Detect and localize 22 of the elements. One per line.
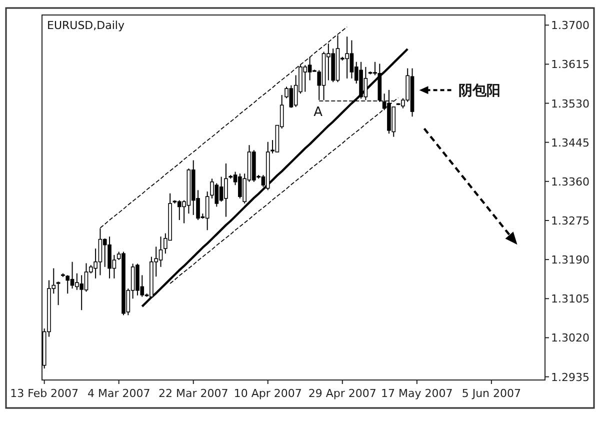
y-tick-label: 1.3700 — [551, 19, 590, 32]
x-tick-label: 13 Feb 2007 — [10, 387, 79, 400]
y-tick-label: 1.2935 — [551, 370, 590, 384]
x-tick-label: 10 Apr 2007 — [234, 387, 302, 400]
x-tick-label: 4 Mar 2007 — [87, 387, 150, 400]
y-tick-label: 1.3105 — [551, 292, 590, 306]
y-tick-label: 1.3530 — [551, 97, 590, 110]
x-tick-label: 17 May 2007 — [381, 387, 453, 400]
candlestick — [56, 281, 60, 306]
y-tick-label: 1.3275 — [551, 214, 590, 228]
candlestick — [205, 191, 210, 231]
chart-title: EURUSD,Daily — [47, 19, 125, 32]
x-tick-label: 22 Mar 2007 — [158, 387, 228, 400]
annotation: 阴包阳 — [458, 83, 500, 100]
y-tick-label: 1.3615 — [551, 58, 590, 72]
y-tick-label: 1.3190 — [551, 254, 590, 267]
y-tick-label: 1.3360 — [551, 175, 590, 188]
annotation: A — [314, 104, 323, 120]
x-tick-label: 5 Jun 2007 — [462, 387, 522, 400]
y-tick-label: 1.3445 — [551, 136, 590, 150]
x-tick-label: 29 Apr 2007 — [308, 387, 376, 400]
y-tick-label: 1.3020 — [551, 332, 590, 345]
